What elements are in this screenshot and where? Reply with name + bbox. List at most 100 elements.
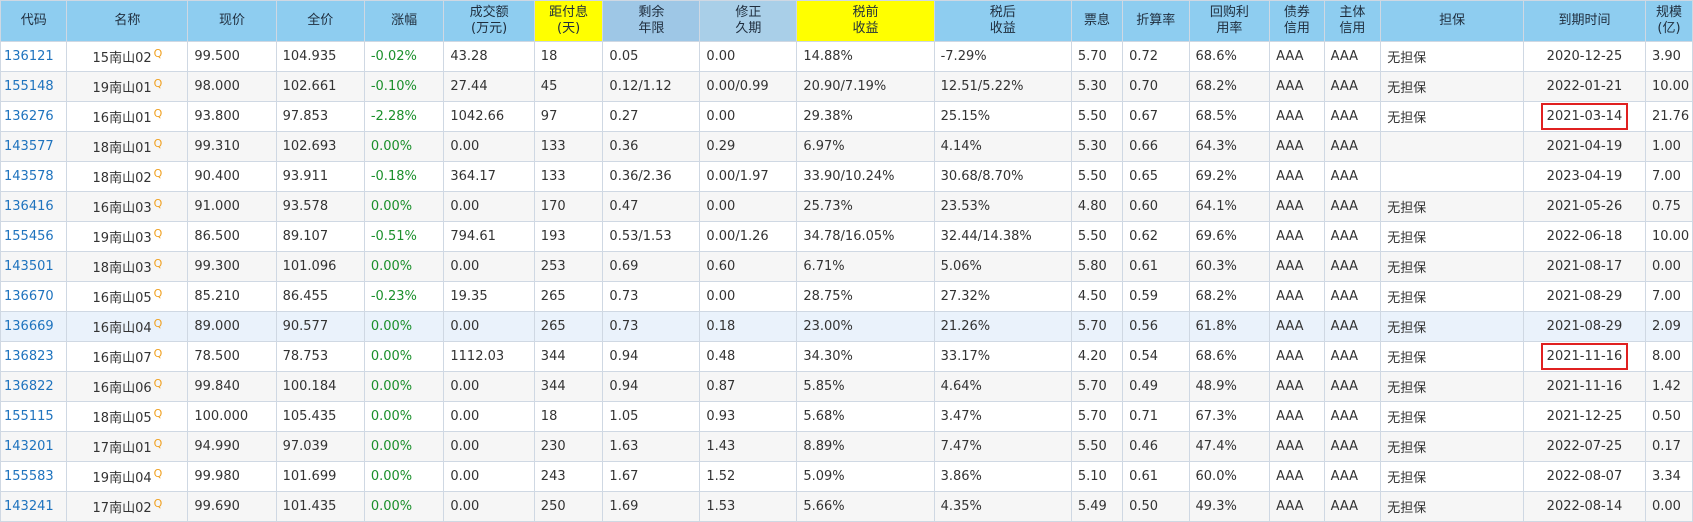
quote-marker-icon[interactable]: Q	[153, 347, 163, 360]
column-header-name[interactable]: 名称	[66, 0, 189, 42]
cell-code[interactable]: 155583	[0, 461, 68, 492]
cell-name[interactable]: 16南山03 Q	[66, 191, 189, 222]
cell-volume: 0.00	[443, 311, 535, 342]
table-row[interactable]: 143201 17南山01 Q 94.990 97.039 0.00% 0.00 230 1.6…	[0, 431, 1693, 462]
cell-code[interactable]: 155148	[0, 71, 68, 102]
table-row[interactable]: 136416 16南山03 Q 91.000 93.578 0.00% 0.00 170 0.4…	[0, 191, 1693, 222]
bond-name[interactable]: 16南山03	[92, 201, 152, 216]
quote-marker-icon[interactable]: Q	[153, 257, 163, 270]
quote-marker-icon[interactable]: Q	[153, 377, 163, 390]
cell-code[interactable]: 143578	[0, 161, 68, 192]
cell-name[interactable]: 16南山05 Q	[66, 281, 189, 312]
table-row[interactable]: 155115 18南山05 Q 100.000 105.435 0.00% 0.00 18 1.…	[0, 401, 1693, 432]
table-row[interactable]: 136670 16南山05 Q 85.210 86.455 -0.23% 19.35 265 0…	[0, 281, 1693, 312]
column-header-duration[interactable]: 修正 久期	[699, 0, 798, 42]
quote-marker-icon[interactable]: Q	[153, 497, 163, 510]
cell-name[interactable]: 16南山06 Q	[66, 371, 189, 402]
column-header-days[interactable]: 距付息 (天)	[533, 0, 604, 42]
table-row[interactable]: 143501 18南山03 Q 99.300 101.096 0.00% 0.00 253 0.…	[0, 251, 1693, 282]
bond-name[interactable]: 18南山02	[92, 171, 152, 186]
bond-name[interactable]: 19南山03	[92, 231, 152, 246]
cell-code[interactable]: 136670	[0, 281, 68, 312]
bond-name[interactable]: 16南山07	[92, 351, 152, 366]
cell-code[interactable]: 136823	[0, 341, 68, 372]
column-header-code[interactable]: 代码	[0, 0, 68, 42]
bond-name[interactable]: 18南山03	[92, 261, 152, 276]
quote-marker-icon[interactable]: Q	[153, 317, 163, 330]
table-row[interactable]: 155148 19南山01 Q 98.000 102.661 -0.10% 27.44 45 0…	[0, 71, 1693, 102]
bond-name[interactable]: 19南山04	[92, 471, 152, 486]
cell-name[interactable]: 16南山07 Q	[66, 341, 189, 372]
cell-name[interactable]: 18南山01 Q	[66, 131, 189, 162]
cell-code[interactable]: 136822	[0, 371, 68, 402]
table-row[interactable]: 143578 18南山02 Q 90.400 93.911 -0.18% 364.17 133…	[0, 161, 1693, 192]
column-header-full[interactable]: 全价	[275, 0, 365, 42]
quote-marker-icon[interactable]: Q	[153, 77, 163, 90]
bond-name[interactable]: 18南山05	[92, 411, 152, 426]
column-header-scale[interactable]: 规模 (亿)	[1644, 0, 1693, 42]
cell-code[interactable]: 143241	[0, 491, 68, 522]
quote-marker-icon[interactable]: Q	[153, 107, 163, 120]
bond-name[interactable]: 17南山01	[92, 441, 152, 456]
quote-marker-icon[interactable]: Q	[153, 137, 163, 150]
column-header-discount[interactable]: 折算率	[1122, 0, 1190, 42]
cell-code[interactable]: 155115	[0, 401, 68, 432]
quote-marker-icon[interactable]: Q	[153, 47, 163, 60]
cell-name[interactable]: 17南山02 Q	[66, 491, 189, 522]
cell-name[interactable]: 18南山03 Q	[66, 251, 189, 282]
quote-marker-icon[interactable]: Q	[153, 227, 163, 240]
table-row[interactable]: 136121 15南山02 Q 99.500 104.935 -0.02% 43.28 18 0…	[0, 41, 1693, 72]
column-header-pretax[interactable]: 税前 收益	[796, 0, 935, 42]
cell-name[interactable]: 18南山02 Q	[66, 161, 189, 192]
bond-name[interactable]: 17南山02	[92, 501, 152, 516]
cell-name[interactable]: 16南山04 Q	[66, 311, 189, 342]
column-header-maturity[interactable]: 到期时间	[1522, 0, 1646, 42]
table-row[interactable]: 136822 16南山06 Q 99.840 100.184 0.00% 0.00 344 0.…	[0, 371, 1693, 402]
table-row[interactable]: 143577 18南山01 Q 99.310 102.693 0.00% 0.00 133 0.…	[0, 131, 1693, 162]
bond-name[interactable]: 19南山01	[92, 81, 152, 96]
cell-name[interactable]: 19南山04 Q	[66, 461, 189, 492]
bond-name[interactable]: 16南山06	[92, 381, 152, 396]
table-row[interactable]: 136669 16南山04 Q 89.000 90.577 0.00% 0.00 265 0.7…	[0, 311, 1693, 342]
bond-name[interactable]: 18南山01	[92, 141, 152, 156]
column-header-price[interactable]: 现价	[187, 0, 277, 42]
bond-name[interactable]: 16南山01	[92, 111, 152, 126]
cell-code[interactable]: 143201	[0, 431, 68, 462]
cell-name[interactable]: 16南山01 Q	[66, 101, 189, 132]
cell-code[interactable]: 143577	[0, 131, 68, 162]
table-row[interactable]: 143241 17南山02 Q 99.690 101.435 0.00% 0.00 250 1.…	[0, 491, 1693, 522]
table-row[interactable]: 136823 16南山07 Q 78.500 78.753 0.00% 1112.03 344…	[0, 341, 1693, 372]
quote-marker-icon[interactable]: Q	[153, 437, 163, 450]
cell-name[interactable]: 19南山01 Q	[66, 71, 189, 102]
column-header-guarantee[interactable]: 担保	[1380, 0, 1524, 42]
bond-name[interactable]: 16南山04	[92, 321, 152, 336]
bond-name[interactable]: 16南山05	[92, 291, 152, 306]
quote-marker-icon[interactable]: Q	[153, 197, 163, 210]
table-row[interactable]: 155583 19南山04 Q 99.980 101.699 0.00% 0.00 243 1.…	[0, 461, 1693, 492]
table-row[interactable]: 136276 16南山01 Q 93.800 97.853 -2.28% 1042.66 97…	[0, 101, 1693, 132]
cell-name[interactable]: 18南山05 Q	[66, 401, 189, 432]
cell-name[interactable]: 19南山03 Q	[66, 221, 189, 252]
column-header-volume[interactable]: 成交额 (万元)	[443, 0, 535, 42]
quote-marker-icon[interactable]: Q	[153, 407, 163, 420]
column-header-aftertax[interactable]: 税后 收益	[933, 0, 1072, 42]
table-row[interactable]: 155456 19南山03 Q 86.500 89.107 -0.51% 794.61 193…	[0, 221, 1693, 252]
quote-marker-icon[interactable]: Q	[153, 467, 163, 480]
bond-name[interactable]: 15南山02	[92, 51, 152, 66]
quote-marker-icon[interactable]: Q	[153, 287, 163, 300]
column-header-coupon[interactable]: 票息	[1070, 0, 1124, 42]
cell-code[interactable]: 155456	[0, 221, 68, 252]
cell-code[interactable]: 143501	[0, 251, 68, 282]
cell-code[interactable]: 136276	[0, 101, 68, 132]
cell-code[interactable]: 136121	[0, 41, 68, 72]
cell-code[interactable]: 136669	[0, 311, 68, 342]
column-header-remain[interactable]: 剩余 年限	[602, 0, 701, 42]
cell-name[interactable]: 15南山02 Q	[66, 41, 189, 72]
column-header-repo[interactable]: 回购利 用率	[1188, 0, 1271, 42]
column-header-bondcredit[interactable]: 债券 信用	[1269, 0, 1325, 42]
cell-name[interactable]: 17南山01 Q	[66, 431, 189, 462]
quote-marker-icon[interactable]: Q	[153, 167, 163, 180]
column-header-issuercredit[interactable]: 主体 信用	[1323, 0, 1382, 42]
column-header-change[interactable]: 涨幅	[363, 0, 445, 42]
cell-code[interactable]: 136416	[0, 191, 68, 222]
